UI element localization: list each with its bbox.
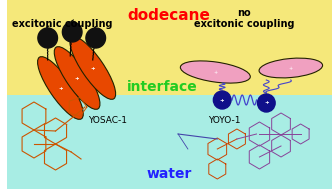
Text: dodecane: dodecane: [128, 8, 211, 22]
Circle shape: [62, 22, 82, 42]
Circle shape: [86, 28, 106, 48]
Text: +: +: [220, 98, 224, 102]
Text: +: +: [289, 66, 293, 70]
Circle shape: [258, 94, 275, 112]
Text: +: +: [75, 75, 79, 81]
Text: YOSAC-1: YOSAC-1: [88, 116, 127, 125]
Text: +: +: [58, 85, 63, 91]
Ellipse shape: [70, 37, 116, 99]
Ellipse shape: [180, 61, 250, 83]
Text: +: +: [91, 66, 95, 70]
Bar: [7, 94, 332, 189]
Text: no
excitonic coupling: no excitonic coupling: [194, 8, 294, 29]
Circle shape: [38, 28, 57, 48]
Text: water: water: [146, 167, 192, 181]
Ellipse shape: [38, 57, 83, 119]
Circle shape: [213, 91, 231, 109]
Ellipse shape: [54, 47, 100, 109]
Bar: [7, 0, 332, 94]
Text: interface: interface: [127, 80, 198, 94]
Ellipse shape: [259, 58, 323, 78]
Text: excitonic coupling: excitonic coupling: [12, 19, 112, 29]
Text: +: +: [213, 70, 217, 74]
Text: +: +: [264, 101, 269, 105]
Text: YOYO-1: YOYO-1: [208, 116, 241, 125]
